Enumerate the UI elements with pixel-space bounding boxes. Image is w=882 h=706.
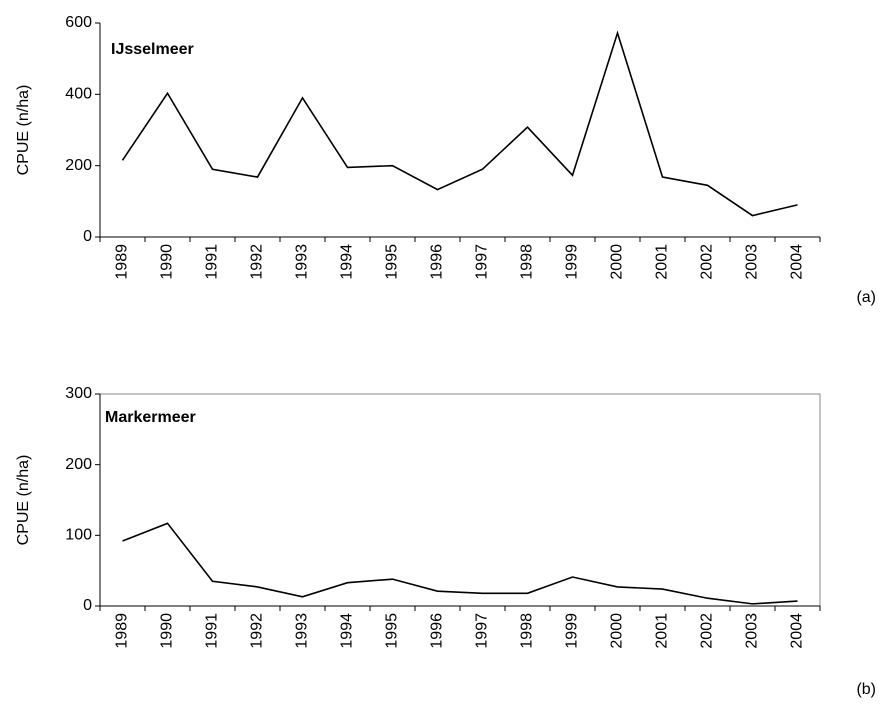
x-tick-label: 1992 [249,613,266,649]
x-tick-label: 2004 [789,613,806,649]
x-tick-label: 1993 [294,244,311,280]
x-tick-label: 1996 [429,613,446,649]
x-tick-label: 1994 [339,244,356,280]
x-tick-label: 1992 [249,244,266,280]
x-tick-label: 2003 [744,613,761,649]
y-axis-label: CPUE (n/ha) [15,85,32,176]
x-tick-label: 2002 [699,244,716,280]
x-tick-label: 1996 [429,244,446,280]
annotation: IJsselmeer [111,41,194,58]
y-tick-label: 0 [83,597,92,614]
x-tick-label: 1990 [159,613,176,649]
y-tick-label: 300 [65,385,92,402]
x-tick-label: 2002 [699,613,716,649]
x-tick-label: 1991 [204,244,221,280]
y-tick-label: 200 [65,157,92,174]
x-tick-label: 1994 [339,613,356,649]
x-tick-label: 1997 [474,244,491,280]
x-tick-label: 2001 [654,613,671,649]
y-tick-label: 600 [65,14,92,31]
annotation: Markermeer [105,409,196,426]
data-line [121,30,798,217]
y-tick-label: 0 [83,228,92,245]
x-tick-label: 1999 [564,244,581,280]
x-tick-label: 2000 [609,613,626,649]
x-tick-label: 1998 [519,613,536,649]
panel-label: (a) [856,289,876,306]
x-tick-label: 1991 [204,613,221,649]
x-tick-label: 2000 [609,244,626,280]
panel-label: (b) [856,681,876,698]
x-tick-label: 2004 [789,244,806,280]
x-tick-label: 2003 [744,244,761,280]
x-tick-label: 1995 [384,613,401,649]
x-tick-label: 1999 [564,613,581,649]
x-tick-label: 2001 [654,244,671,280]
y-tick-label: 200 [65,456,92,473]
x-tick-label: 1990 [159,244,176,280]
y-tick-label: 400 [65,86,92,103]
x-tick-label: 1989 [114,244,131,280]
data-line [122,522,798,605]
y-tick-label: 100 [65,527,92,544]
x-tick-label: 1989 [114,613,131,649]
y-axis-label: CPUE (n/ha) [15,455,32,546]
x-tick-label: 1993 [294,613,311,649]
x-tick-label: 1997 [474,613,491,649]
x-tick-label: 1995 [384,244,401,280]
x-tick-label: 1998 [519,244,536,280]
